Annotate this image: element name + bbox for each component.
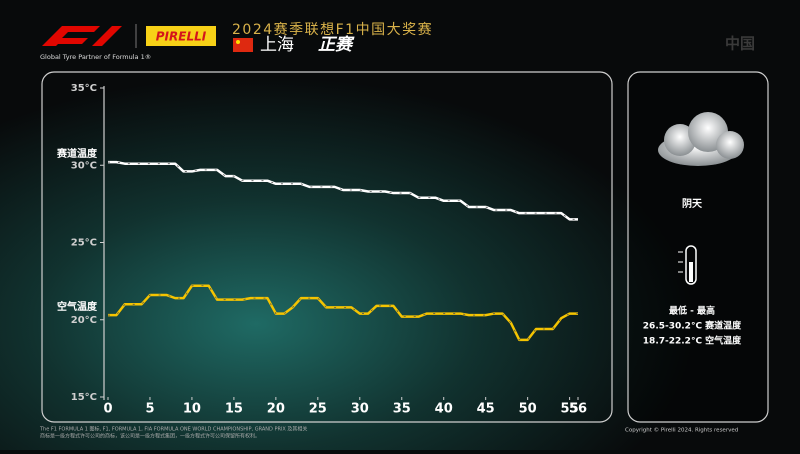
- y-tick-label: 25°C: [71, 238, 97, 249]
- x-tick-label: 45: [477, 402, 495, 417]
- y-tick-label: 20°C: [71, 315, 97, 326]
- y-tick-label: 30°C: [71, 160, 97, 171]
- series-dash: [108, 285, 578, 341]
- tagline: Global Tyre Partner of Formula 1®: [40, 53, 151, 61]
- flag: [233, 38, 253, 52]
- air-range: 18.7-22.2°C 空气温度: [643, 335, 742, 347]
- f1-logo: [42, 26, 122, 46]
- x-tick-label: 55: [561, 402, 579, 417]
- session: 正赛: [318, 35, 355, 55]
- series-label: 赛道温度: [56, 147, 98, 160]
- chart-panel: [41, 71, 613, 423]
- x-tick-label: 35: [393, 402, 411, 417]
- brand: PIRELLI: [156, 30, 207, 44]
- x-tick-label: 50: [519, 402, 537, 417]
- x-tick-label: 30: [351, 402, 369, 417]
- country: 中国: [725, 35, 755, 53]
- weather-condition: 阴天: [682, 198, 703, 210]
- city: 上海: [260, 35, 294, 55]
- flag-star: [236, 40, 240, 44]
- x-tick-label: 25: [309, 402, 327, 417]
- x-tick-label: 20: [267, 402, 285, 417]
- brand-box: [146, 26, 216, 46]
- copyright: Copyright © Pirelli 2024. Rights reserve…: [625, 427, 738, 434]
- weather-panel: [627, 71, 769, 423]
- thermometer-icon: [678, 245, 697, 285]
- event-title: 2024赛季联想F1中国大奖赛: [232, 21, 433, 38]
- x-tick-label: 5: [145, 402, 154, 417]
- legal-line: The F1 FORMULA 1 图标, F1, FORMULA 1, FIA …: [39, 426, 307, 433]
- track-range: 26.5-30.2°C 赛道温度: [643, 320, 742, 332]
- range-title: 最低 - 最高: [669, 305, 715, 317]
- y-tick-label: 35°C: [71, 83, 97, 94]
- x-tick-label: 40: [435, 402, 453, 417]
- x-tick-label: 10: [183, 402, 201, 417]
- x-tick-label: 56: [569, 402, 587, 417]
- legal-line: 商标是一级方程式许可公司的商标，该公司是一级方程式集团，一级方程式许可公司保留所…: [40, 433, 260, 440]
- series-label: 空气温度: [57, 300, 98, 313]
- x-tick-label: 15: [225, 402, 243, 417]
- cloud-icon: [658, 112, 744, 166]
- series-dash: [108, 161, 578, 220]
- y-tick-label: 15°C: [71, 392, 97, 403]
- x-tick-label: 0: [103, 402, 112, 417]
